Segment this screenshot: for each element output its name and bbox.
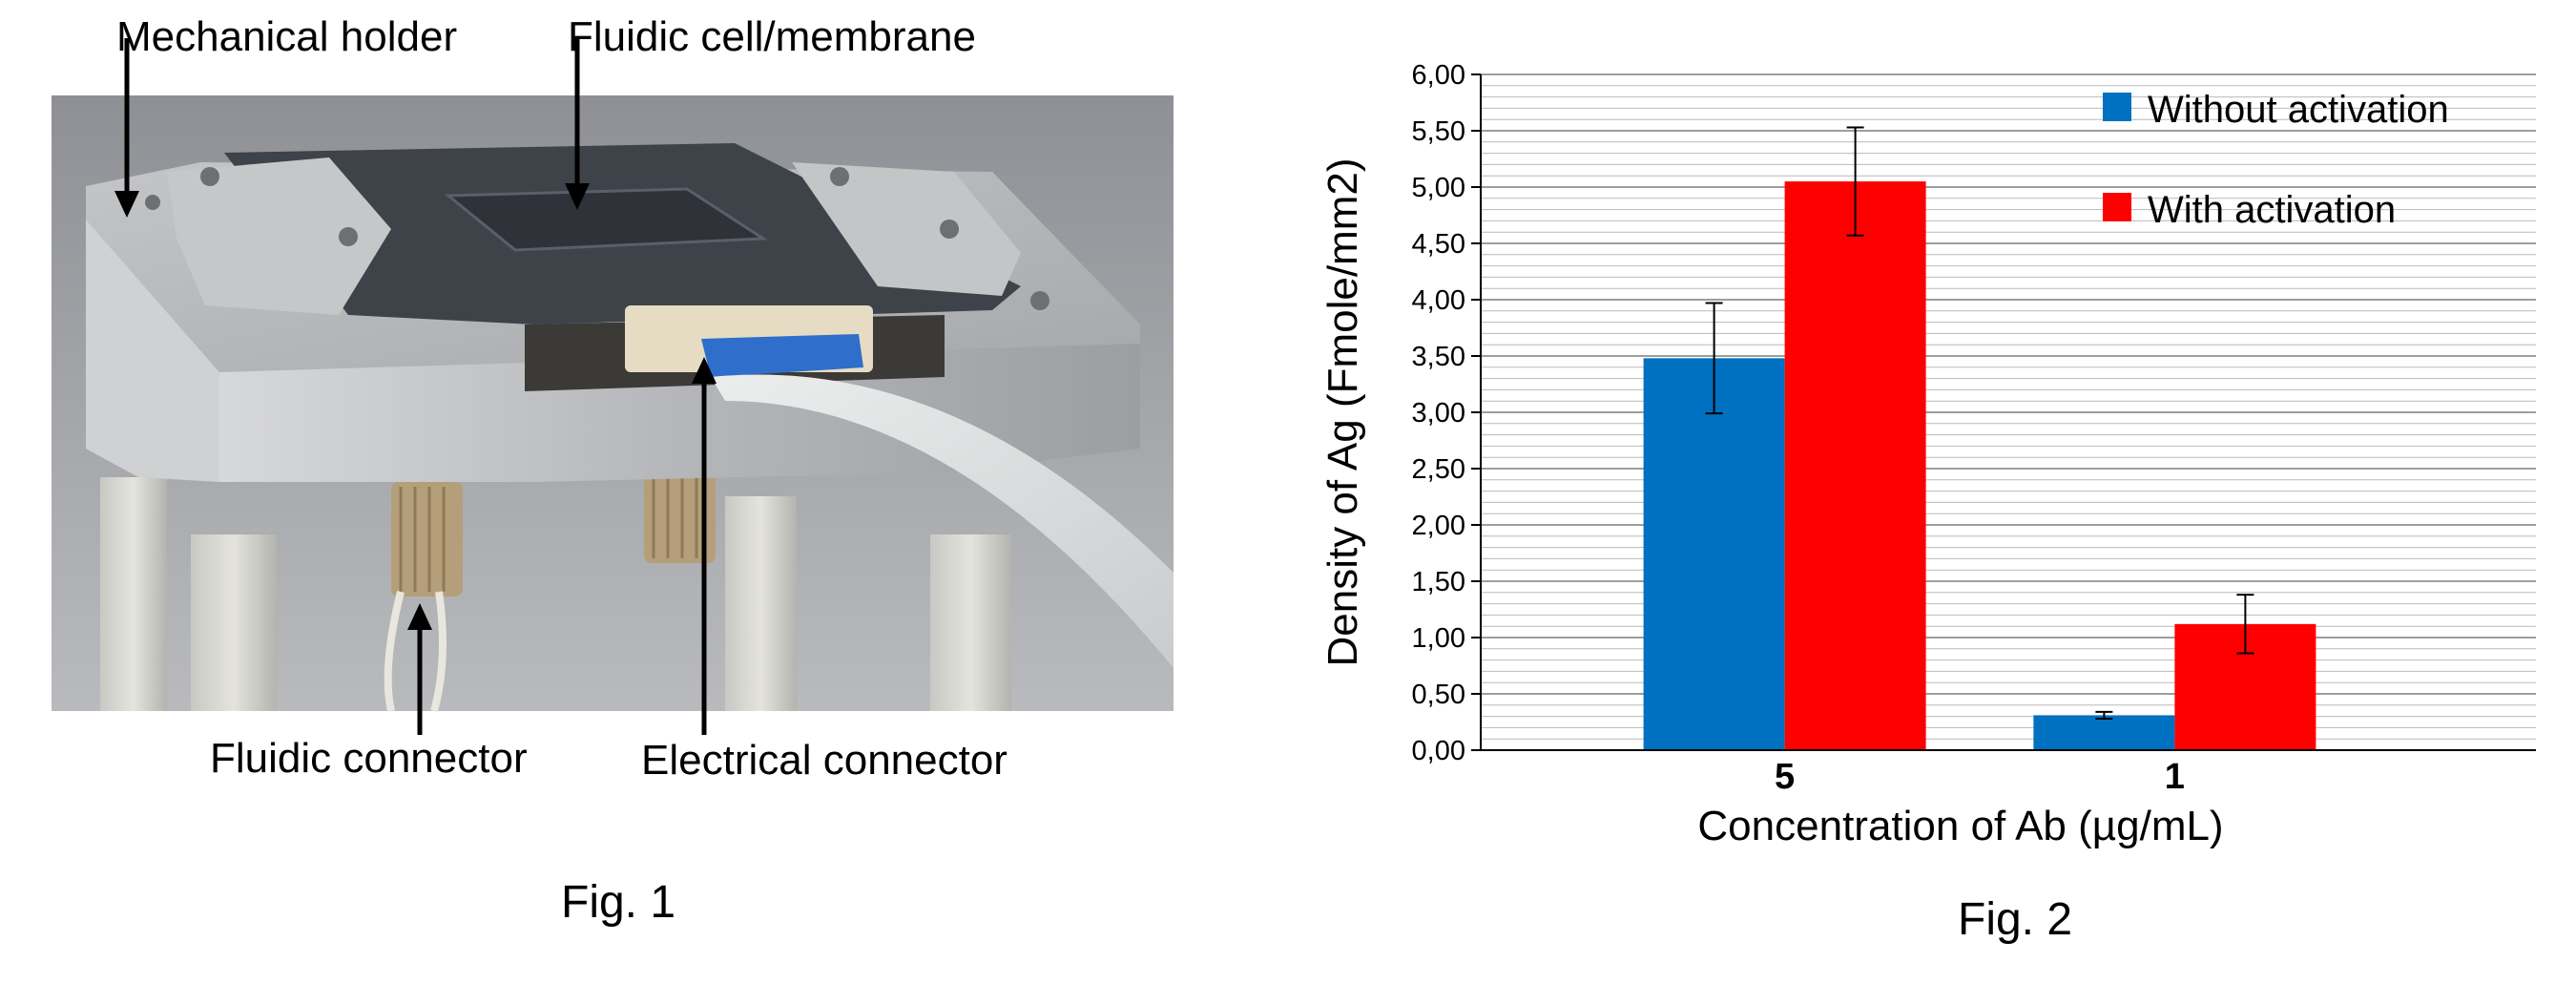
clamp-right (792, 162, 1021, 296)
device-photo (52, 38, 1174, 735)
y-axis-title: Density of Ag (Fmole/mm2) (1319, 157, 1366, 666)
y-tick-label: 2,50 (1412, 454, 1465, 485)
y-tick-label: 1,50 (1412, 567, 1465, 597)
y-tick-label: 1,00 (1412, 623, 1465, 654)
y-tick-label: 3,50 (1412, 342, 1465, 372)
clamp-left (167, 157, 391, 315)
label-fluidic-connector: Fluidic connector (210, 735, 528, 782)
figure2-caption: Fig. 2 (1958, 894, 2073, 945)
y-tick-label: 5,50 (1412, 116, 1465, 147)
y-tick-label: 5,00 (1412, 173, 1465, 203)
y-tick-label: 4,50 (1412, 229, 1465, 260)
legend-label: Without activation (2148, 89, 2449, 131)
leg-left-front (191, 534, 277, 711)
screw-hole (339, 227, 358, 246)
leg-right-front (930, 534, 1011, 711)
electrical-ribbon-cable-blue (701, 334, 863, 377)
x-axis-title: Concentration of Ab (µg/mL) (1697, 803, 2223, 849)
chip-window (444, 187, 768, 252)
tubing (384, 591, 447, 713)
leg-right-back (725, 496, 797, 711)
legend-swatch (2103, 193, 2131, 221)
ribbon-cable (711, 374, 1174, 668)
label-electrical-connector: Electrical connector (641, 737, 1008, 784)
legend-label: With activation (2148, 189, 2396, 231)
screw-hole (830, 167, 849, 186)
bar-chart: 0,00 0,50 1,00 1,50 2,00 2,50 3,00 3,50 4,00 4,50… (1319, 60, 2536, 849)
y-tick-label: 6,00 (1412, 60, 1465, 91)
bar (1643, 358, 1785, 750)
y-tick-label: 2,00 (1412, 511, 1465, 541)
screw-hole (940, 220, 959, 239)
y-tick-label: 0,00 (1412, 736, 1465, 766)
y-axis-ticks: 0,00 0,50 1,00 1,50 2,00 2,50 3,00 3,50 4,00 4,50… (1412, 60, 1481, 766)
x-category-label: 5 (1775, 757, 1795, 797)
x-category-label: 1 (2165, 757, 2185, 797)
y-tick-label: 4,00 (1412, 285, 1465, 316)
chart-legend: Without activation With activation (2103, 89, 2449, 231)
chart-gridlines (1481, 73, 2536, 751)
holder-left-side (86, 220, 219, 482)
screw-hole (1030, 291, 1049, 310)
legend-swatch (2103, 93, 2131, 121)
holder-front (219, 344, 1140, 482)
chart-error-bars (1705, 126, 2254, 720)
bar (2033, 715, 2175, 750)
label-fluidic-cell: Fluidic cell/membrane (568, 13, 976, 60)
leg-left-back (100, 477, 167, 711)
bar (1784, 181, 1926, 751)
screw-hole (145, 195, 160, 210)
chart-bars (1643, 181, 2316, 751)
screw-hole (200, 167, 219, 186)
figure1-caption: Fig. 1 (561, 877, 676, 928)
y-tick-label: 0,50 (1412, 680, 1465, 710)
y-tick-label: 3,00 (1412, 398, 1465, 429)
label-mechanical-holder: Mechanical holder (116, 13, 458, 60)
